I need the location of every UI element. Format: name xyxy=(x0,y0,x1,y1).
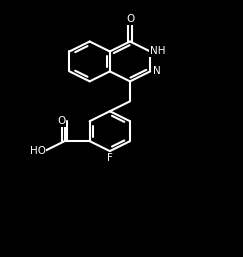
Text: HO: HO xyxy=(30,146,46,156)
Text: NH: NH xyxy=(150,47,165,57)
Text: O: O xyxy=(58,116,66,126)
Text: N: N xyxy=(153,66,161,76)
Text: F: F xyxy=(107,153,113,163)
Text: O: O xyxy=(126,14,134,24)
